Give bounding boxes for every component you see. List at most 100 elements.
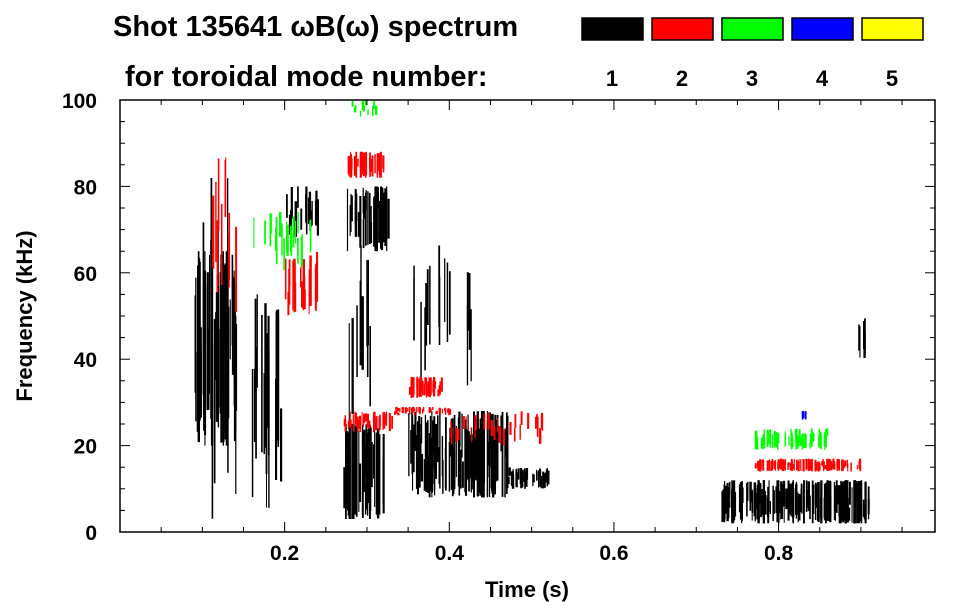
spectral-streak <box>386 186 388 252</box>
spectral-streak <box>742 487 744 503</box>
x-tick-label: 0.8 <box>764 542 794 565</box>
spectral-streak <box>766 430 769 447</box>
spectral-streak <box>417 421 419 495</box>
spectral-streak <box>841 482 844 514</box>
spectral-streak <box>496 414 499 481</box>
spectral-streak <box>357 416 359 433</box>
spectral-streak <box>792 480 794 524</box>
spectral-streak <box>253 217 255 248</box>
spectral-streak <box>535 416 537 429</box>
spectral-streak <box>838 485 841 524</box>
spectral-streak <box>795 481 798 519</box>
spectral-streak <box>356 305 358 377</box>
spectral-streak <box>212 195 215 269</box>
spectral-streak <box>466 305 469 386</box>
spectral-streak <box>308 191 312 221</box>
spectral-streak <box>729 481 731 508</box>
spectral-streak <box>412 409 415 413</box>
spectral-streak <box>488 470 491 497</box>
spectral-streak <box>231 254 234 346</box>
spectral-streak <box>373 206 376 247</box>
spectral-streak <box>491 465 494 494</box>
spectral-streak <box>429 377 431 397</box>
spectral-streak <box>749 485 752 511</box>
spectral-streak <box>424 414 426 461</box>
spectral-streak <box>267 315 270 429</box>
spectral-streak <box>800 483 803 504</box>
spectral-streak <box>351 318 354 414</box>
spectral-streak <box>767 486 770 524</box>
spectral-streak <box>425 283 428 346</box>
spectral-streak <box>789 463 793 471</box>
spectral-streak <box>844 480 847 524</box>
spectral-streak <box>308 269 310 315</box>
spectral-streak <box>541 414 544 431</box>
spectral-streak <box>367 448 370 500</box>
spectral-streak <box>758 461 762 472</box>
spectral-streak <box>255 346 257 459</box>
spectral-streak <box>359 280 362 366</box>
region-mode-3 <box>351 100 378 117</box>
spectral-streak <box>830 460 833 471</box>
spectral-streak <box>355 151 358 178</box>
spectral-streak <box>292 260 294 311</box>
spectral-streak <box>280 408 283 482</box>
spectral-streak <box>517 468 520 480</box>
spectral-streak <box>275 217 278 240</box>
spectral-streak <box>361 101 365 111</box>
spectral-streak <box>373 417 375 433</box>
spectral-streak <box>302 259 305 306</box>
region-mode-2 <box>343 411 393 433</box>
spectral-streak <box>515 468 518 488</box>
spectral-streak <box>832 458 835 469</box>
spectral-streak <box>354 411 356 425</box>
spectral-streak <box>374 105 378 115</box>
spectral-streak <box>367 108 369 116</box>
spectral-streak <box>777 460 781 469</box>
x-tick-label: 0.2 <box>270 542 299 565</box>
spectral-streak <box>761 489 763 507</box>
spectral-streak <box>493 426 496 440</box>
spectral-streak <box>809 459 812 471</box>
spectral-streak <box>753 483 755 517</box>
spectral-streak <box>297 186 299 208</box>
spectral-streak <box>848 507 851 521</box>
spectral-streak <box>843 481 846 520</box>
spectral-streak <box>290 225 292 252</box>
spectral-streak <box>216 220 219 293</box>
region-mode-1 <box>343 424 385 519</box>
spectral-streak <box>225 157 227 217</box>
spectral-streak <box>538 428 542 444</box>
spectral-streak <box>426 269 429 325</box>
spectral-streak <box>793 459 795 471</box>
spectral-streak <box>450 421 452 438</box>
spectral-streak <box>859 326 861 358</box>
spectral-streak <box>824 443 826 450</box>
spectral-streak <box>820 497 822 519</box>
spectral-streak <box>788 490 791 515</box>
spectral-streak <box>810 459 813 468</box>
spectral-streak <box>368 192 371 244</box>
spectral-streak <box>432 407 434 410</box>
spectral-streak <box>354 188 356 226</box>
spectral-streak <box>437 415 439 463</box>
spectral-streak <box>777 432 779 450</box>
spectral-streak <box>302 285 305 309</box>
spectral-streak <box>821 461 824 466</box>
region-mode-1 <box>721 480 870 524</box>
spectral-streak <box>723 491 726 520</box>
spectral-streak <box>411 407 413 413</box>
spectral-streak <box>757 465 759 471</box>
spectral-streak <box>314 200 318 225</box>
spectral-streak <box>441 435 444 477</box>
spectral-streak <box>843 463 846 468</box>
spectral-streak <box>362 219 365 249</box>
spectral-streak <box>791 482 793 518</box>
spectral-streak <box>468 273 471 350</box>
spectral-streak <box>461 461 464 488</box>
spectral-streak <box>343 467 346 509</box>
spectral-streak <box>820 483 823 498</box>
spectral-streak <box>358 431 360 512</box>
spectral-streak <box>452 448 455 495</box>
spectral-streak <box>276 309 280 441</box>
